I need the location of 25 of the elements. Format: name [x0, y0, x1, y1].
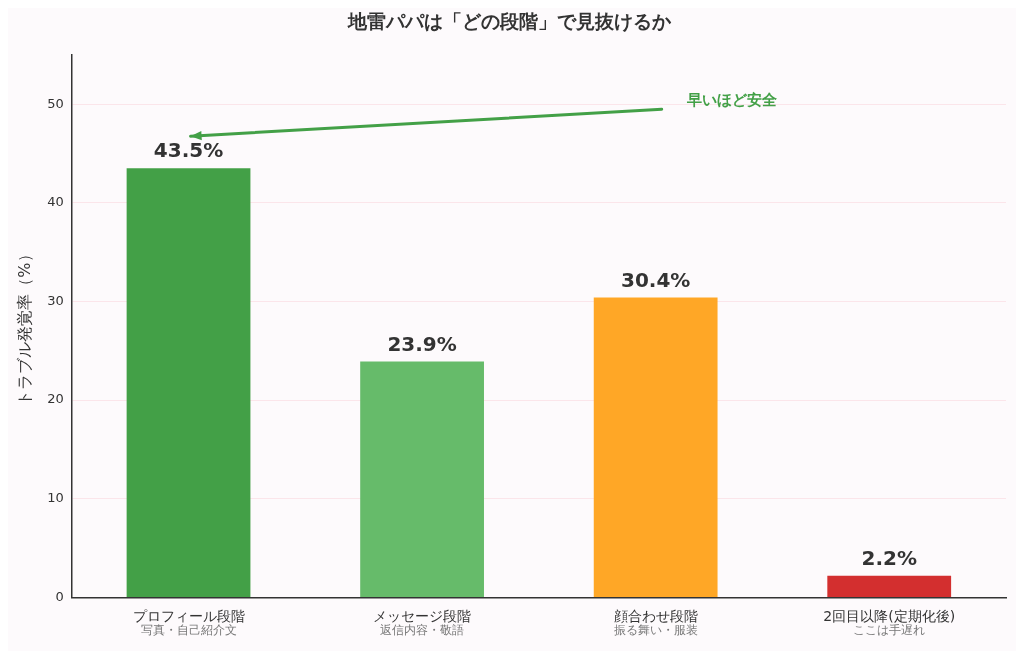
bar [126, 168, 251, 597]
data-label: 30.4% [620, 267, 691, 292]
x-tick-label: 顔合わせ段階 [613, 608, 698, 625]
data-label: 2.2% [861, 545, 917, 570]
text: 返信内容・敬語 [380, 622, 465, 637]
x-tick-label: メッセージ段階 [373, 608, 472, 625]
y-tick-label: 0 [55, 588, 64, 604]
x-tick-label: プロフィール段階 [132, 608, 245, 625]
bar [593, 297, 718, 597]
text: 振る舞い・服装 [613, 622, 698, 637]
x-tick-label: 2回目以降(定期化後) [823, 608, 956, 625]
y-tick-label: 10 [47, 490, 64, 506]
bar [360, 361, 484, 597]
bar [827, 575, 952, 597]
y-axis-title: トラブル発覚率（%） [14, 246, 34, 406]
text: 写真・自己紹介文 [140, 622, 237, 637]
chart-title: 地雷パパは「どの段階」で見抜けるか [346, 10, 672, 33]
y-tick-label: 50 [47, 95, 64, 111]
y-tick-label: 30 [47, 292, 64, 308]
data-label: 43.5% [153, 138, 224, 163]
annotation: 早いほど安全 [685, 91, 778, 110]
text: ここは手遅れ [853, 622, 926, 637]
y-tick-label: 20 [47, 391, 64, 407]
data-label: 23.9% [387, 331, 457, 356]
y-tick-label: 40 [47, 194, 64, 210]
